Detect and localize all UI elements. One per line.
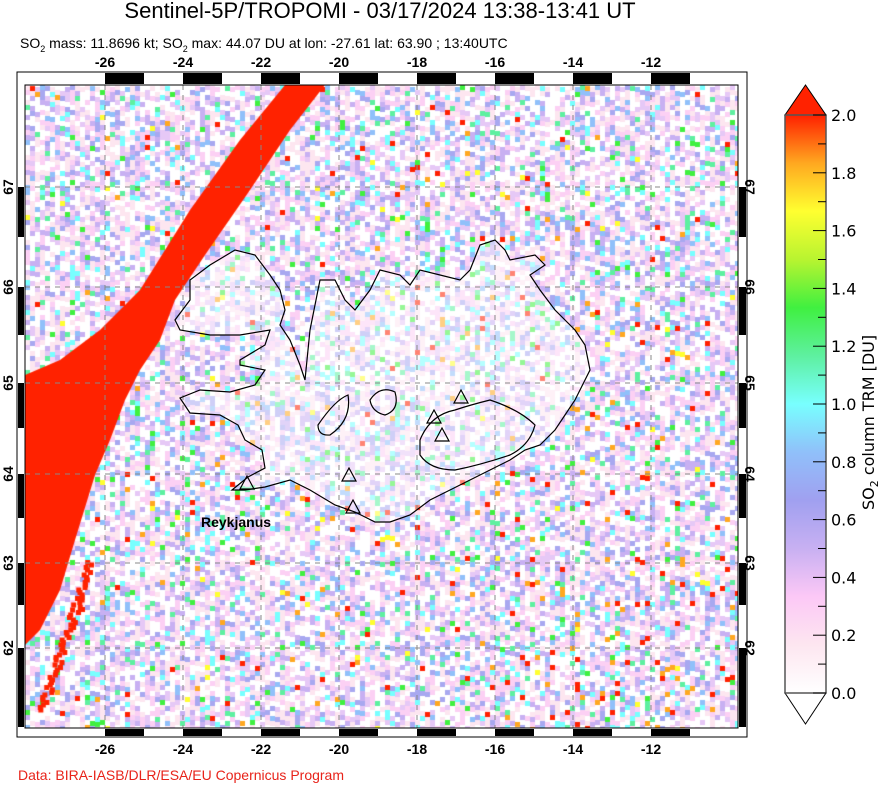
lat-label: 67 xyxy=(0,179,16,195)
colorbar-tick-label: 0.2 xyxy=(831,626,856,645)
graticule xyxy=(25,85,738,728)
volcano-triangle-icon xyxy=(340,466,358,482)
lat-label: 66 xyxy=(742,279,758,295)
colorbar-tick-label: 1.2 xyxy=(831,337,856,356)
lon-label: -24 xyxy=(173,54,193,70)
lon-label: -18 xyxy=(407,54,427,70)
lon-label: -22 xyxy=(251,54,271,70)
lat-label: 67 xyxy=(742,179,758,195)
lon-labels-top: -26 -24 -22 -20 -18 -16 -14 -12 xyxy=(95,54,661,70)
colorbar-tick-label: 0.0 xyxy=(831,684,856,703)
place-label-reykjanus: Reykjanus xyxy=(201,514,271,530)
volcano-triangle-icon xyxy=(433,426,451,442)
so2-field xyxy=(25,85,738,728)
lon-label: -20 xyxy=(329,741,349,757)
colorbar-tick-label: 1.0 xyxy=(831,395,856,414)
volcano-triangle-icon xyxy=(425,408,443,424)
lon-label: -18 xyxy=(407,741,427,757)
map-subtitle: SO2 mass: 11.8696 kt; SO2 max: 44.07 DU … xyxy=(20,35,508,54)
lon-label: -12 xyxy=(641,741,661,757)
map-title: Sentinel-5P/TROPOMI - 03/17/2024 13:38-1… xyxy=(124,0,636,23)
iceland-coastline xyxy=(174,239,591,523)
lon-labels-bottom: -26 -24 -22 -20 -18 -16 -14 -12 xyxy=(95,741,661,757)
lon-label: -24 xyxy=(173,741,193,757)
lat-label: 63 xyxy=(0,555,16,571)
lat-label: 65 xyxy=(0,375,16,391)
lon-label: -14 xyxy=(563,741,583,757)
max-text: max: 44.07 DU at lon: -27.61 lat: 63.90 … xyxy=(187,35,508,51)
lon-label: -26 xyxy=(95,54,115,70)
lat-label: 63 xyxy=(742,555,758,571)
colorbar-tick-label: 0.6 xyxy=(831,511,856,530)
lat-labels-right: 67 66 65 64 63 62 xyxy=(742,179,758,656)
lat-label: 66 xyxy=(0,279,16,295)
volcano-markers xyxy=(238,388,470,514)
lon-label: -22 xyxy=(251,741,271,757)
colorbar-tick-label: 1.8 xyxy=(831,164,856,183)
colorbar-tick-label: 1.6 xyxy=(831,222,856,241)
lon-label: -16 xyxy=(485,54,505,70)
colorbar-tick-label: 0.8 xyxy=(831,453,856,472)
colorbar-under-arrow xyxy=(784,692,827,725)
lat-label: 65 xyxy=(742,375,758,391)
colorbar-ticks: 0.0 0.2 0.4 0.6 0.8 1.0 1.2 1.4 1.6 1.8 2.0 xyxy=(813,106,856,703)
volcano-triangle-icon xyxy=(238,474,256,490)
lat-labels-left: 67 66 65 64 63 62 xyxy=(0,179,16,656)
mass-text: mass: 11.8696 kt; SO xyxy=(45,35,183,51)
lon-label: -26 xyxy=(95,741,115,757)
lon-label: -14 xyxy=(563,54,583,70)
colorbar-tick-label: 1.4 xyxy=(831,279,856,298)
colorbar: 0.0 0.2 0.4 0.6 0.8 1.0 1.2 1.4 1.6 1.8 2.0 SO2 co… xyxy=(784,84,881,725)
colorbar-over-arrow xyxy=(784,84,827,116)
lat-label: 64 xyxy=(742,466,758,482)
lat-label: 62 xyxy=(742,640,758,656)
subscript: 2 xyxy=(182,43,188,54)
colorbar-tick-label: 0.4 xyxy=(831,568,856,587)
map-inner-border xyxy=(24,84,739,729)
volcano-triangle-icon xyxy=(452,388,470,404)
so2-text: SO xyxy=(20,35,41,51)
lon-label: -16 xyxy=(485,741,505,757)
subscript: 2 xyxy=(40,43,46,54)
frame-ticks xyxy=(18,73,746,736)
lat-label: 62 xyxy=(0,640,16,656)
lat-label: 64 xyxy=(0,466,16,482)
data-credit: Data: BIRA-IASB/DLR/ESA/EU Copernicus Pr… xyxy=(18,767,345,783)
colorbar-label: SO2 column TRM [DU] xyxy=(859,335,881,510)
lon-label: -12 xyxy=(641,54,661,70)
volcano-triangle-icon xyxy=(344,498,362,514)
colorbar-tick-label: 2.0 xyxy=(831,106,856,125)
lon-label: -20 xyxy=(329,54,349,70)
